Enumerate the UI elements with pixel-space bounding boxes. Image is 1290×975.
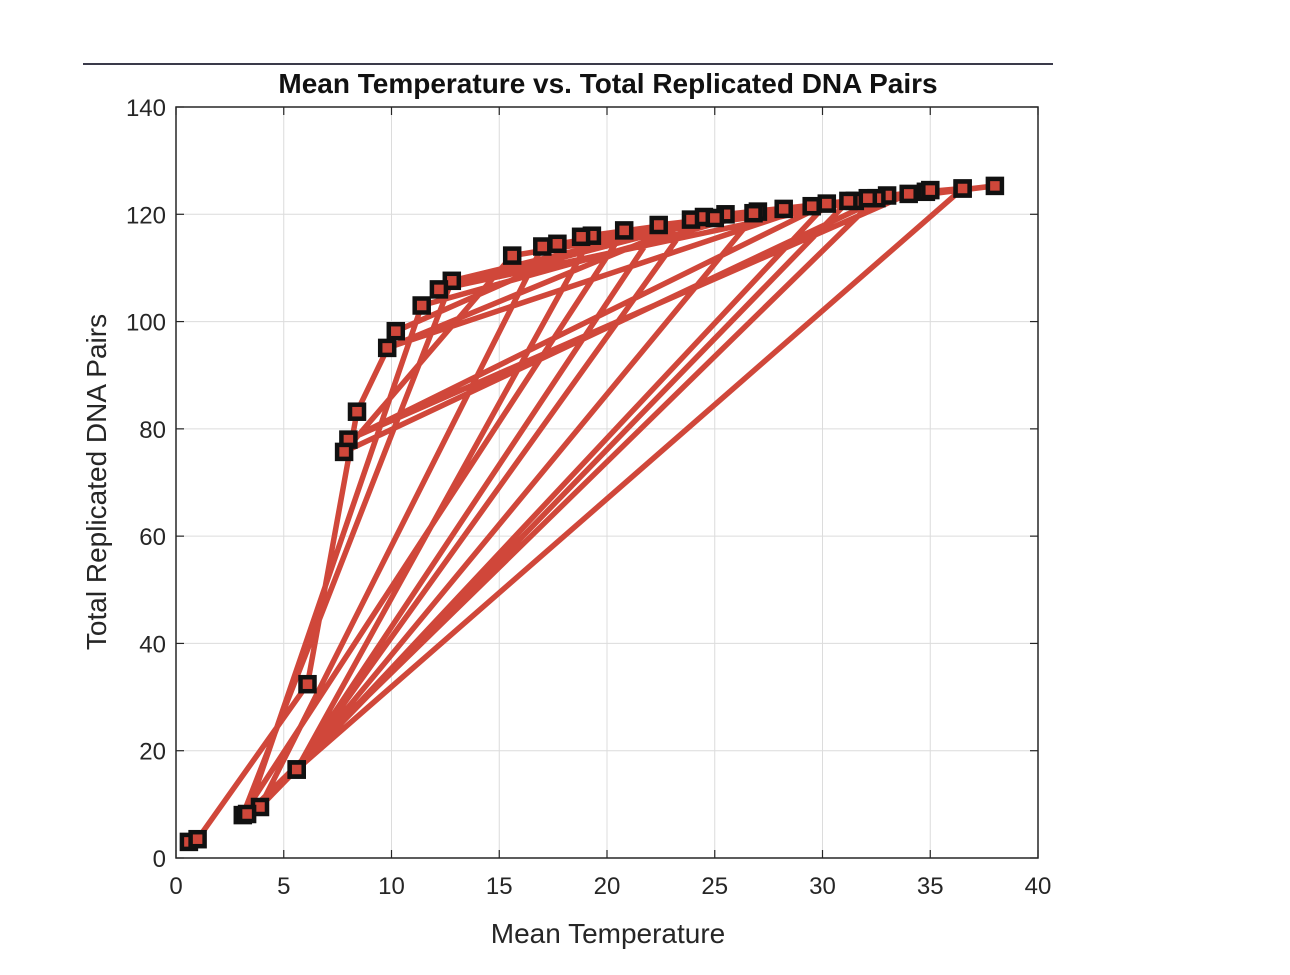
data-point [386,321,406,341]
series-polyline [186,183,998,845]
data-point [502,246,522,265]
data-point [412,296,431,315]
data-point [649,215,668,235]
data-point [347,402,367,421]
x-tick-label: 15 [486,873,513,900]
grid [175,106,1039,859]
data-point [744,203,763,223]
x-tick-label: 5 [277,873,290,900]
chart-title: Mean Temperature vs. Total Replicated DN… [278,68,937,99]
y-tick-label: 100 [126,310,166,337]
data-point [858,188,878,208]
data-point [985,176,1005,196]
x-tick-label: 0 [169,873,182,900]
data-markers [179,176,1005,852]
data-point [237,804,257,824]
data-point [287,760,306,779]
x-axis-ticks: 0 5 10 15 20 25 30 35 40 [169,107,1051,900]
data-point [705,208,725,228]
y-tick-label: 60 [139,524,166,551]
data-point [817,194,837,213]
data-point [802,196,821,216]
x-tick-label: 10 [378,873,405,900]
data-point [188,829,207,849]
x-tick-label: 20 [594,873,621,900]
data-point [298,674,317,694]
data-point [548,234,567,254]
data-point [614,221,634,240]
y-tick-label: 0 [153,846,166,873]
x-tick-label: 25 [701,873,728,900]
y-axis-label: Total Replicated DNA Pairs [81,314,112,650]
y-tick-label: 20 [139,739,166,766]
y-tick-label: 120 [126,202,166,229]
data-point [571,227,591,247]
x-tick-label: 40 [1025,873,1052,900]
y-tick-label: 40 [139,631,166,658]
data-point [377,338,397,358]
data-point [953,179,972,198]
x-axis-label: Mean Temperature [491,918,726,949]
plot-area-frame [175,106,1039,859]
data-point [533,237,552,256]
data-point [839,191,858,211]
y-axis-ticks: 0 20 40 60 80 100 120 140 [126,95,1038,873]
data-point [921,180,940,200]
x-tick-label: 30 [809,873,836,900]
data-point [899,184,918,204]
data-point [774,199,793,219]
data-point [334,442,354,462]
series-line [186,183,998,845]
x-tick-label: 35 [917,873,944,900]
y-tick-label: 140 [126,95,166,122]
data-point [429,280,449,299]
y-tick-label: 80 [139,417,166,444]
